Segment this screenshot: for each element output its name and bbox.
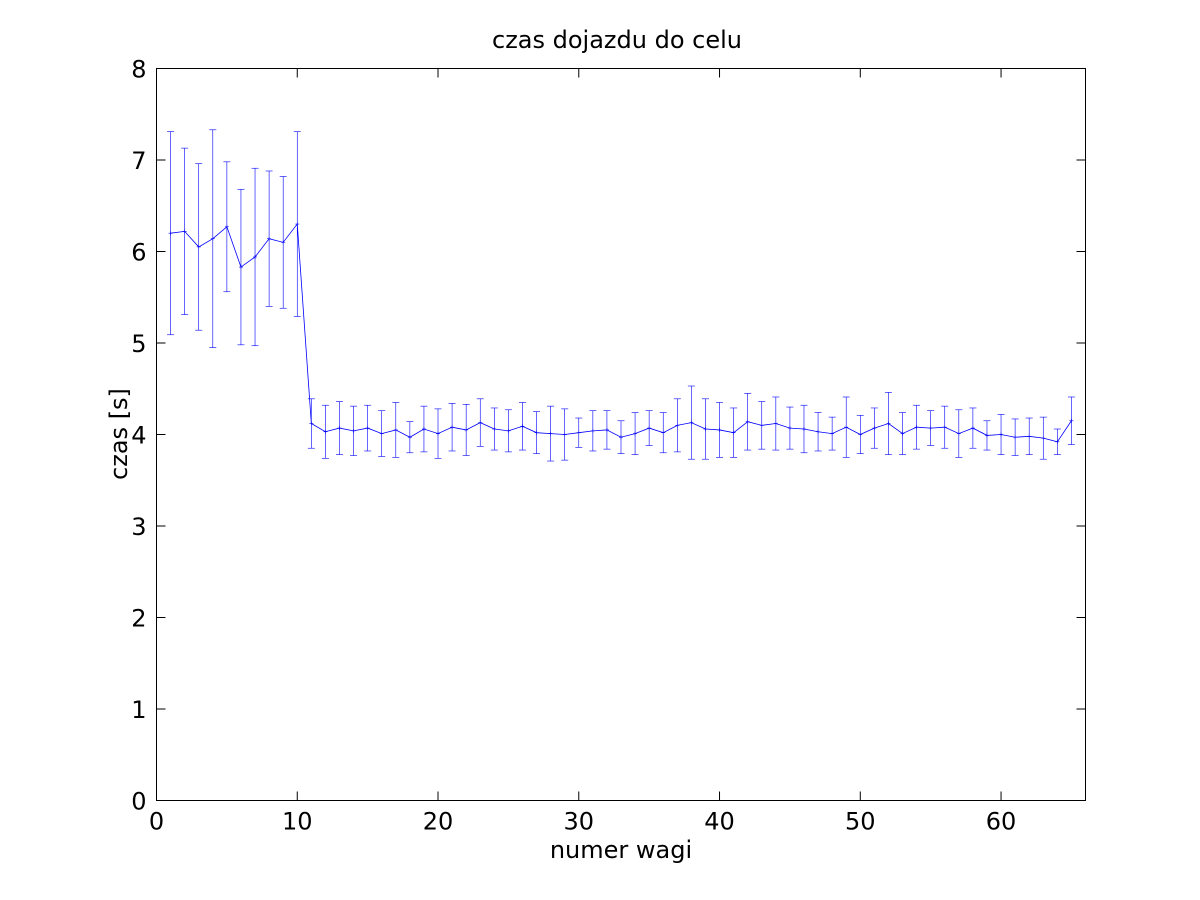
data-point — [238, 265, 243, 270]
data-point — [337, 426, 342, 431]
data-point — [675, 423, 680, 428]
data-point — [421, 427, 426, 432]
data-point — [534, 430, 539, 435]
data-point — [253, 254, 258, 259]
data-point — [267, 236, 272, 241]
data-point — [182, 229, 187, 234]
data-point — [351, 428, 356, 433]
x-tick-label: 50 — [845, 808, 876, 836]
data-point — [1069, 418, 1074, 423]
y-tick-label: 4 — [131, 422, 146, 450]
data-point — [999, 432, 1004, 437]
data-point — [942, 425, 947, 430]
data-point — [844, 425, 849, 430]
x-tick-label: 60 — [986, 808, 1017, 836]
data-point — [886, 421, 891, 426]
data-point — [604, 427, 609, 432]
data-point — [1027, 434, 1032, 439]
series-group — [167, 129, 1075, 462]
y-tick-label: 6 — [131, 239, 146, 267]
data-point — [816, 429, 821, 434]
data-point — [703, 427, 708, 432]
series-line — [170, 222, 1072, 443]
data-point — [970, 426, 975, 431]
data-point — [576, 430, 581, 435]
data-point — [745, 419, 750, 424]
data-point — [478, 420, 483, 425]
plot-area — [156, 68, 1086, 801]
data-point — [365, 426, 370, 431]
data-point — [309, 421, 314, 426]
data-point — [1041, 436, 1046, 441]
data-point — [407, 435, 412, 440]
data-point — [984, 433, 989, 438]
y-tick-labels: 0 1 2 3 4 5 6 7 8 — [131, 56, 146, 816]
data-point — [224, 224, 229, 229]
y-tick-label: 8 — [131, 56, 146, 84]
data-point — [717, 427, 722, 432]
data-point — [633, 431, 638, 436]
data-point — [562, 432, 567, 437]
x-tick-label: 0 — [149, 808, 164, 836]
data-point — [379, 431, 384, 436]
x-tick-label: 40 — [704, 808, 735, 836]
data-point — [858, 432, 863, 437]
data-point — [689, 420, 694, 425]
data-point — [731, 430, 736, 435]
data-point — [872, 426, 877, 431]
data-point — [436, 431, 441, 436]
data-point — [210, 236, 215, 241]
data-point — [295, 222, 300, 227]
x-tick-label: 10 — [282, 808, 313, 836]
y-tick-label: 7 — [131, 147, 146, 175]
y-tick-label: 3 — [131, 513, 146, 541]
data-point — [759, 423, 764, 428]
data-point — [520, 424, 525, 429]
x-tick-labels: 0 10 20 30 40 50 60 — [149, 808, 1016, 836]
y-axis-label: czas [s] — [105, 388, 133, 480]
data-point — [900, 431, 905, 436]
data-point — [661, 430, 666, 435]
data-point — [464, 427, 469, 432]
x-tick-label: 20 — [423, 808, 454, 836]
x-tick-label: 30 — [563, 808, 594, 836]
data-point — [619, 435, 623, 440]
data-point — [196, 244, 201, 249]
data-point — [1055, 439, 1060, 444]
data-point — [590, 428, 595, 433]
data-point — [773, 421, 778, 426]
data-point — [647, 426, 652, 431]
data-point — [492, 427, 497, 432]
data-point — [914, 425, 919, 430]
y-tick-label: 1 — [131, 696, 146, 724]
data-point — [548, 431, 553, 436]
data-point — [956, 431, 961, 436]
chart-title: czas dojazdu do celu — [492, 26, 742, 54]
data-point — [323, 429, 328, 434]
x-axis-label: numer wagi — [550, 836, 692, 864]
data-point — [450, 425, 455, 430]
data-point — [830, 431, 835, 436]
data-point — [168, 231, 173, 236]
data-point — [928, 426, 933, 431]
data-point — [1013, 435, 1018, 440]
y-tick-label: 2 — [131, 605, 146, 633]
data-point — [281, 240, 286, 245]
ticks-group — [156, 68, 1086, 801]
data-point — [801, 427, 806, 432]
y-tick-label: 0 — [131, 788, 146, 816]
y-tick-label: 5 — [131, 330, 146, 358]
data-point — [506, 428, 511, 433]
data-point — [393, 427, 398, 432]
data-point — [787, 426, 792, 431]
